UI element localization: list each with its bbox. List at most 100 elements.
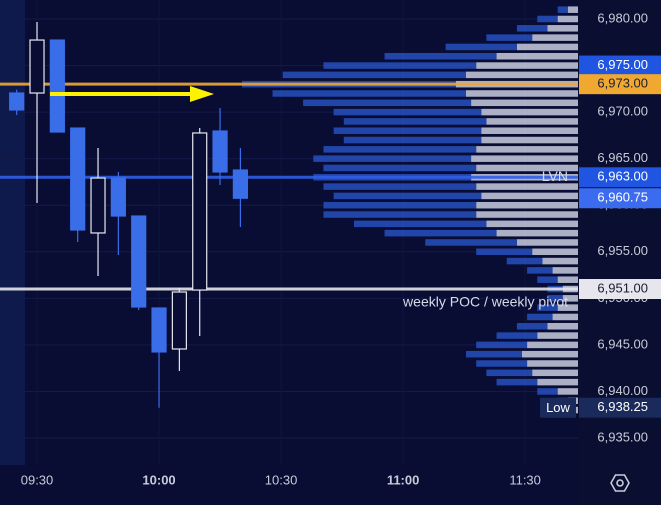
profile-bar bbox=[557, 6, 568, 13]
profile-bar bbox=[516, 25, 548, 32]
x-tick-label: 10:00 bbox=[142, 472, 175, 487]
profile-bar bbox=[384, 229, 497, 237]
profile-bar bbox=[466, 71, 578, 79]
profile-bar bbox=[547, 295, 563, 302]
profile-bar bbox=[537, 276, 558, 283]
profile-bar bbox=[333, 192, 482, 200]
profile-bar bbox=[557, 388, 578, 395]
profile-bar bbox=[445, 43, 517, 51]
profile-bar bbox=[527, 267, 553, 274]
profile-bar bbox=[476, 341, 528, 349]
candle-body bbox=[29, 39, 45, 94]
profile-bar bbox=[343, 136, 482, 144]
profile-bar bbox=[547, 25, 578, 32]
profile-bar bbox=[481, 192, 578, 200]
profile-bar bbox=[486, 369, 533, 377]
note-label: LVN bbox=[542, 168, 568, 184]
profile-bar bbox=[282, 71, 466, 79]
profile-bar bbox=[496, 52, 578, 60]
profile-bar bbox=[476, 248, 533, 256]
candle-body bbox=[192, 132, 208, 291]
profile-bar bbox=[333, 127, 482, 134]
y-tick-label: 6,940.00 bbox=[597, 383, 648, 398]
y-tick-label: 6,970.00 bbox=[597, 104, 648, 119]
profile-bar bbox=[303, 99, 472, 107]
x-tick-label: 11:00 bbox=[387, 472, 420, 487]
candle-body bbox=[110, 177, 126, 217]
profile-bar bbox=[552, 267, 578, 274]
profile-bar bbox=[476, 360, 528, 367]
arrow-annotation bbox=[50, 86, 214, 102]
profile-bar bbox=[323, 146, 477, 153]
profile-bar bbox=[323, 183, 477, 190]
candle-body bbox=[9, 92, 25, 111]
profile-bar bbox=[496, 378, 538, 386]
profile-bar bbox=[527, 341, 578, 349]
candle-body bbox=[49, 39, 65, 133]
price-labels: 6,975.00 6,973.00 6,963.00 LVN 6,960.75 6,951… bbox=[402, 55, 661, 418]
note-box bbox=[540, 397, 576, 418]
profile-bar bbox=[333, 108, 482, 116]
settings-icon[interactable] bbox=[610, 474, 630, 492]
profile-bar bbox=[527, 313, 553, 321]
profile-bar bbox=[516, 43, 578, 51]
profile-bar bbox=[537, 15, 558, 23]
price-label: 6,938.25 bbox=[597, 399, 648, 414]
profile-bar bbox=[557, 304, 578, 311]
profile-bar bbox=[384, 52, 497, 60]
y-tick-label: 6,945.00 bbox=[597, 336, 648, 351]
profile-bar bbox=[323, 62, 477, 69]
price-label-box bbox=[579, 167, 661, 188]
profile-bar bbox=[354, 220, 487, 228]
candle-body bbox=[131, 215, 147, 308]
profile-bar bbox=[516, 323, 548, 330]
profile-bar bbox=[425, 239, 517, 246]
candle-body bbox=[171, 291, 187, 350]
profile-bar bbox=[476, 211, 578, 218]
candle-body bbox=[70, 127, 86, 231]
arrow-head bbox=[190, 86, 214, 102]
profile-bar bbox=[323, 211, 477, 218]
price-label: 6,973.00 bbox=[597, 76, 648, 91]
profile-bar bbox=[313, 155, 472, 162]
profile-bar bbox=[486, 34, 533, 41]
profile-bar bbox=[527, 360, 578, 367]
profile-bar bbox=[466, 90, 578, 97]
y-tick-label: 6,965.00 bbox=[597, 150, 648, 165]
settings-icon-center[interactable] bbox=[616, 479, 624, 487]
profile-bar bbox=[481, 108, 578, 116]
price-label: 6,963.00 bbox=[597, 169, 648, 184]
profile-bar bbox=[567, 6, 578, 13]
x-tick-label: 09:30 bbox=[21, 472, 54, 487]
profile-bar bbox=[323, 164, 477, 172]
y-tick-label: 6,935.00 bbox=[597, 429, 648, 444]
settings-button[interactable] bbox=[610, 474, 630, 492]
profile-bar bbox=[537, 304, 558, 311]
profile-bar bbox=[486, 220, 578, 228]
price-label-box bbox=[579, 188, 661, 209]
profile-bar bbox=[323, 201, 477, 209]
y-tick-label: 6,980.00 bbox=[597, 10, 648, 25]
profile-bar bbox=[496, 229, 578, 237]
profile-bar bbox=[537, 378, 578, 386]
profile-bar bbox=[471, 99, 578, 107]
y-tick-label: 6,955.00 bbox=[597, 243, 648, 258]
session-band bbox=[0, 0, 25, 465]
profile-bar bbox=[481, 136, 578, 144]
candle-body bbox=[90, 177, 106, 234]
price-label-box bbox=[579, 74, 661, 95]
profile-bar bbox=[557, 276, 578, 283]
profile-bar bbox=[506, 257, 543, 265]
candle-body bbox=[232, 169, 248, 199]
candle-body bbox=[151, 307, 167, 353]
profile-bar bbox=[532, 369, 578, 377]
x-tick-label: 11:30 bbox=[509, 472, 541, 487]
profile-bar bbox=[562, 295, 578, 302]
candle-body bbox=[212, 130, 228, 173]
price-label: 6,951.00 bbox=[597, 280, 648, 295]
price-label: 6,975.00 bbox=[597, 57, 648, 72]
price-label-box bbox=[579, 279, 661, 300]
price-label-box bbox=[579, 55, 661, 76]
note-label: weekly POC / weekly pivot bbox=[402, 294, 568, 310]
